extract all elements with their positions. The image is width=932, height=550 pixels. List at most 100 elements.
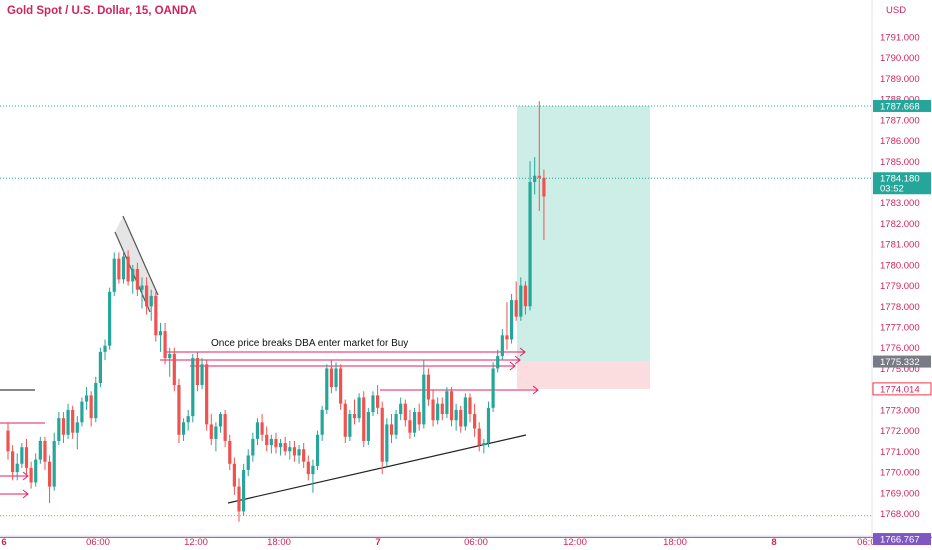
y-tick-label: 1786.000 <box>880 136 920 147</box>
candle-body <box>6 430 10 452</box>
candle-body <box>158 331 163 336</box>
y-tick-label: 1781.000 <box>880 240 920 251</box>
candle-body <box>163 331 167 359</box>
left-arrow-2-head <box>22 489 29 499</box>
x-tick-label: 8 <box>771 537 776 548</box>
x-tick-label: 06:00 <box>86 537 110 548</box>
candle-body <box>431 399 435 421</box>
candle-body <box>394 414 398 435</box>
candle-body <box>24 447 29 468</box>
candle-body <box>103 345 107 352</box>
y-tick-label: 1779.000 <box>880 281 920 292</box>
candle-body <box>417 411 421 425</box>
candle-body <box>371 395 375 412</box>
price-badge-text: 1774.014 <box>880 384 920 395</box>
candle-body <box>52 440 56 487</box>
candle-body <box>251 438 255 456</box>
candle-body <box>292 447 297 456</box>
candle-body <box>200 364 204 386</box>
candle-body <box>537 175 541 178</box>
x-tick-label: 18:00 <box>267 537 291 548</box>
y-tick-label: 1785.000 <box>880 157 920 168</box>
candle-body <box>283 443 287 452</box>
candle-body <box>426 374 431 400</box>
candle-body <box>343 403 347 437</box>
candle-body <box>237 486 241 512</box>
candle-body <box>459 409 463 427</box>
candle-body <box>334 368 338 388</box>
candle-body <box>117 258 121 280</box>
y-tick-label: 1790.000 <box>880 53 920 64</box>
y-tick-label: 1782.000 <box>880 219 920 230</box>
x-tick-label: 6 <box>1 537 6 548</box>
x-tick-label: 06:00 <box>464 537 488 548</box>
candle-body <box>126 256 130 282</box>
candle-body <box>255 422 260 439</box>
x-tick-label: 06:00 <box>857 537 881 548</box>
candle-body <box>66 409 70 435</box>
candle-body <box>232 463 236 487</box>
candle-body <box>140 285 144 290</box>
candle-body <box>533 175 537 182</box>
candle-body <box>209 424 213 439</box>
candle-body <box>408 420 412 433</box>
candle-body <box>491 368 495 408</box>
y-tick-label: 1771.000 <box>880 447 920 458</box>
candle-body <box>468 397 472 415</box>
price-badge-current <box>873 172 931 195</box>
candle-body <box>477 428 481 446</box>
dba-level-arrow-head <box>519 347 526 357</box>
channel-upper-line <box>122 215 159 296</box>
candle-body <box>403 403 407 421</box>
left-arrow-1-head <box>22 471 29 481</box>
price-badge-target <box>873 99 931 112</box>
candle-body <box>260 422 264 435</box>
candle-body <box>43 440 47 462</box>
candle-body <box>473 414 477 429</box>
candle-body <box>57 418 61 441</box>
countdown-text: 03:52 <box>880 184 904 195</box>
y-tick-label: 1770.000 <box>880 468 920 479</box>
candle-body <box>15 463 19 473</box>
price-axis-unit: USD <box>886 5 906 16</box>
candle-body <box>84 395 89 402</box>
x-tick-label: 18:00 <box>663 537 687 548</box>
candle-body <box>482 443 486 446</box>
candle-body <box>108 291 112 346</box>
candle-body <box>463 397 467 427</box>
candle-body <box>523 285 528 307</box>
candle-body <box>352 414 357 419</box>
candle-body <box>412 411 417 433</box>
y-tick-label: 1780.000 <box>880 260 920 271</box>
price-badge-low <box>873 533 931 546</box>
candle-body <box>265 434 269 446</box>
candle-body <box>154 295 158 336</box>
candle-body <box>29 467 33 483</box>
candle-body <box>505 335 509 340</box>
candle-body <box>302 449 306 462</box>
candle-body <box>195 358 200 386</box>
candle-body <box>223 414 227 441</box>
candle-body <box>486 407 491 444</box>
dba-level-arrow-3-head <box>509 361 516 371</box>
candle-body <box>228 440 232 464</box>
candle-body <box>135 269 139 290</box>
candle-body <box>315 434 320 466</box>
candle-body <box>98 351 102 383</box>
candle-body <box>61 418 66 435</box>
candle-body <box>449 391 454 421</box>
candle-body <box>47 461 52 487</box>
candle-body <box>325 368 329 410</box>
candle-body <box>181 422 186 435</box>
candle-body <box>34 459 38 483</box>
candle-body <box>75 422 79 433</box>
candle-body <box>528 181 532 307</box>
candle-body <box>500 335 504 357</box>
x-tick-label: 12:00 <box>563 537 587 548</box>
y-tick-label: 1776.000 <box>880 343 920 354</box>
candle-body <box>454 409 458 421</box>
chart-title: Gold Spot / U.S. Dollar, 15, OANDA <box>7 5 197 17</box>
y-tick-label: 1791.000 <box>880 32 920 43</box>
price-badge-text: 1766.767 <box>880 535 920 546</box>
